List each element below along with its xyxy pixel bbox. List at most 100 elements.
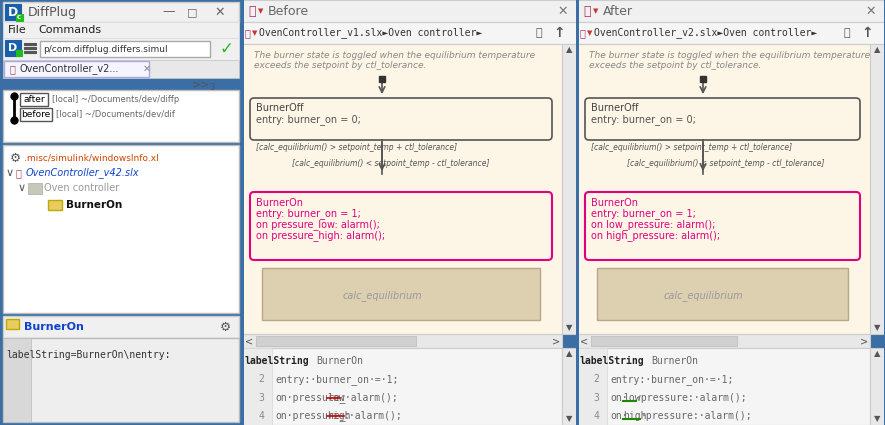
Text: [calc_equilibrium() < setpoint_temp - ctl_tolerance]: [calc_equilibrium() < setpoint_temp - ct… — [292, 159, 489, 168]
Text: D: D — [8, 6, 18, 19]
Bar — [24, 43, 36, 45]
Bar — [597, 268, 848, 320]
Text: ▼: ▼ — [566, 323, 573, 332]
Text: ▼: ▼ — [593, 8, 598, 14]
Text: entry:·burner_on·=·1;: entry:·burner_on·=·1; — [275, 374, 398, 385]
Text: ▼: ▼ — [873, 323, 881, 332]
Text: calc_equilibrium: calc_equilibrium — [663, 291, 743, 301]
Text: on high_pressure: alarm();: on high_pressure: alarm(); — [591, 230, 720, 241]
Text: on·pressure_: on·pressure_ — [275, 411, 345, 421]
Text: labelString: labelString — [245, 356, 310, 366]
Text: ⬦: ⬦ — [583, 5, 590, 17]
Text: on pressure_high: alarm();: on pressure_high: alarm(); — [256, 230, 385, 241]
Text: >: > — [860, 336, 868, 346]
Text: 🔗: 🔗 — [535, 28, 542, 38]
Text: ·pressure:·alarm();: ·pressure:·alarm(); — [636, 393, 748, 402]
Text: Commands: Commands — [38, 25, 101, 35]
Text: ⬦: ⬦ — [580, 28, 586, 38]
Text: The burner state is toggled when the equilibrium temperature: The burner state is toggled when the equ… — [589, 51, 870, 60]
Text: OvenController_v1.slx►Oven controller►: OvenController_v1.slx►Oven controller► — [259, 28, 482, 38]
Text: ↑: ↑ — [861, 26, 873, 40]
Text: after: after — [23, 94, 45, 104]
Text: ⬦: ⬦ — [10, 64, 16, 74]
Text: [local] ~/Documents/dev/diffp: [local] ~/Documents/dev/diffp — [52, 94, 180, 104]
Text: on·: on· — [610, 411, 627, 421]
Text: ⬦: ⬦ — [248, 5, 256, 17]
Text: ∨: ∨ — [6, 168, 14, 178]
Bar — [4, 61, 149, 77]
Text: D: D — [8, 43, 18, 53]
Bar — [562, 44, 577, 334]
Text: :·alarm();: :·alarm(); — [340, 393, 398, 402]
Text: entry: burner_on = 1;: entry: burner_on = 1; — [591, 209, 696, 219]
Bar — [884, 0, 885, 425]
Text: BurnerOff: BurnerOff — [591, 103, 638, 113]
Text: ▲: ▲ — [873, 45, 881, 54]
Bar — [28, 183, 42, 194]
Text: [calc_equilibrium() < setpoint_temp - ctl_tolerance]: [calc_equilibrium() < setpoint_temp - ct… — [627, 159, 825, 168]
Bar — [3, 2, 239, 22]
Text: entry: burner_on = 1;: entry: burner_on = 1; — [256, 209, 361, 219]
Bar — [24, 51, 36, 53]
Text: After: After — [603, 5, 633, 17]
Bar — [5, 40, 21, 56]
Text: ▼: ▼ — [873, 414, 881, 423]
Text: 🔗: 🔗 — [843, 28, 850, 38]
Text: ✕: ✕ — [557, 5, 567, 17]
Text: on pressure_low: alarm();: on pressure_low: alarm(); — [256, 220, 380, 230]
Text: DiffPlug: DiffPlug — [28, 6, 77, 19]
Bar — [241, 0, 244, 425]
Bar — [262, 268, 540, 320]
Bar — [576, 0, 579, 425]
Text: —: — — [162, 6, 174, 19]
Text: <: < — [245, 336, 253, 346]
Text: on·: on· — [610, 393, 627, 402]
Text: BurnerOn: BurnerOn — [24, 322, 84, 332]
FancyBboxPatch shape — [250, 98, 552, 140]
Text: 3: 3 — [209, 82, 214, 91]
Bar — [242, 0, 577, 22]
FancyBboxPatch shape — [250, 192, 552, 260]
Text: ▲: ▲ — [873, 349, 881, 359]
Bar — [0, 0, 242, 425]
Text: BurnerOn: BurnerOn — [591, 198, 638, 208]
Text: entry: burner_on = 0;: entry: burner_on = 0; — [591, 115, 696, 125]
Text: BurnerOn: BurnerOn — [66, 200, 122, 210]
Bar — [5, 4, 21, 20]
Text: <: < — [580, 336, 589, 346]
Text: [local] ~/Documents/dev/dif: [local] ~/Documents/dev/dif — [56, 110, 175, 119]
Text: ·pressure:·alarm();: ·pressure:·alarm(); — [640, 411, 752, 421]
Bar — [3, 38, 239, 60]
Bar — [242, 44, 562, 334]
Text: BurnerOn: BurnerOn — [651, 356, 698, 366]
Bar — [16, 14, 23, 21]
Bar — [577, 348, 607, 425]
Text: ✕: ✕ — [143, 64, 151, 74]
Text: 3: 3 — [593, 393, 599, 402]
Text: 2: 2 — [593, 374, 599, 384]
Bar — [577, 44, 870, 334]
Text: labelString: labelString — [580, 356, 644, 366]
Text: >: > — [552, 336, 560, 346]
Text: high: high — [623, 411, 646, 421]
Text: 4: 4 — [258, 411, 264, 421]
Text: high: high — [327, 411, 350, 421]
Text: calc_equilibrium: calc_equilibrium — [342, 291, 422, 301]
FancyBboxPatch shape — [585, 192, 860, 260]
Text: c: c — [17, 14, 21, 20]
Text: ✕: ✕ — [214, 6, 225, 19]
Text: □: □ — [187, 7, 197, 17]
Text: ∨: ∨ — [18, 183, 27, 193]
Bar — [577, 0, 885, 22]
Text: low: low — [327, 393, 344, 402]
Text: ⬦: ⬦ — [245, 28, 250, 38]
Text: on·pressure_: on·pressure_ — [275, 393, 345, 402]
Text: 3: 3 — [258, 393, 264, 402]
Bar — [591, 336, 737, 346]
Bar — [20, 108, 52, 121]
Bar — [24, 47, 36, 49]
Text: OvenController_v2.slx►Oven controller►: OvenController_v2.slx►Oven controller► — [594, 28, 817, 38]
Text: ▼: ▼ — [587, 30, 592, 36]
FancyBboxPatch shape — [585, 98, 860, 140]
Text: exceeds the setpoint by ctl_tolerance.: exceeds the setpoint by ctl_tolerance. — [254, 60, 427, 70]
